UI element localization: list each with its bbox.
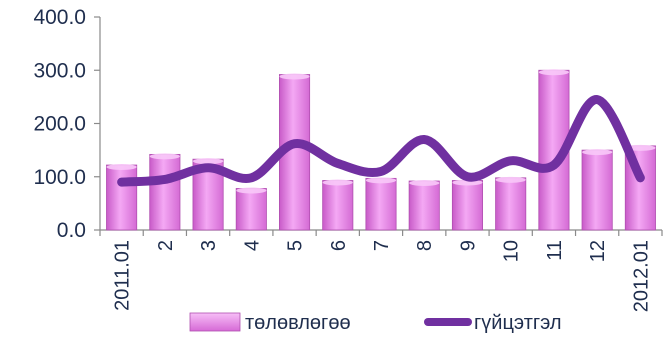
y-tick-label: 400.0 [33,6,86,29]
y-tick-label: 100.0 [33,166,86,189]
bar [106,164,138,231]
legend: төлөвлөгөө гүйцэтгэл [189,312,562,334]
y-tick-label: 300.0 [33,59,86,82]
bar [365,177,397,231]
y-tick-label: 200.0 [33,113,86,136]
axis-labels: 0.0 100.0 200.0 300.0 400.0 2011.01 2 3 4 5 6 7 8 9 10… [33,6,652,312]
x-tick-label: 2012.01 [630,240,652,312]
x-tick-label: 7 [371,240,393,251]
x-tick-label: 12 [587,240,609,262]
legend-swatch [189,312,241,332]
x-tick-label: 2 [155,240,177,251]
bar [408,180,440,231]
legend-label: гүйцэтгэл [474,312,562,334]
x-tick-label: 4 [241,240,263,251]
x-tick-label: 3 [198,240,220,251]
bar [451,179,483,231]
legend-item-bar: төлөвлөгөө [189,312,351,334]
bar [495,176,527,231]
x-tick-label: 11 [544,240,566,261]
x-tick-label: 6 [328,240,350,251]
bar-series [106,69,656,231]
legend-label: төлөвлөгөө [245,312,351,334]
bar [235,187,267,231]
legend-item-line: гүйцэтгэл [424,312,562,334]
x-tick-label: 10 [501,240,523,262]
x-tick-label: 9 [457,240,479,251]
x-tick-label: 5 [285,240,307,251]
x-tick-label: 8 [414,240,436,251]
line-series [117,95,645,187]
bar [322,179,354,231]
x-tick-label: 2011.01 [112,240,134,311]
y-tick-label: 0.0 [57,219,86,242]
bar [581,149,613,231]
bar [149,153,181,231]
